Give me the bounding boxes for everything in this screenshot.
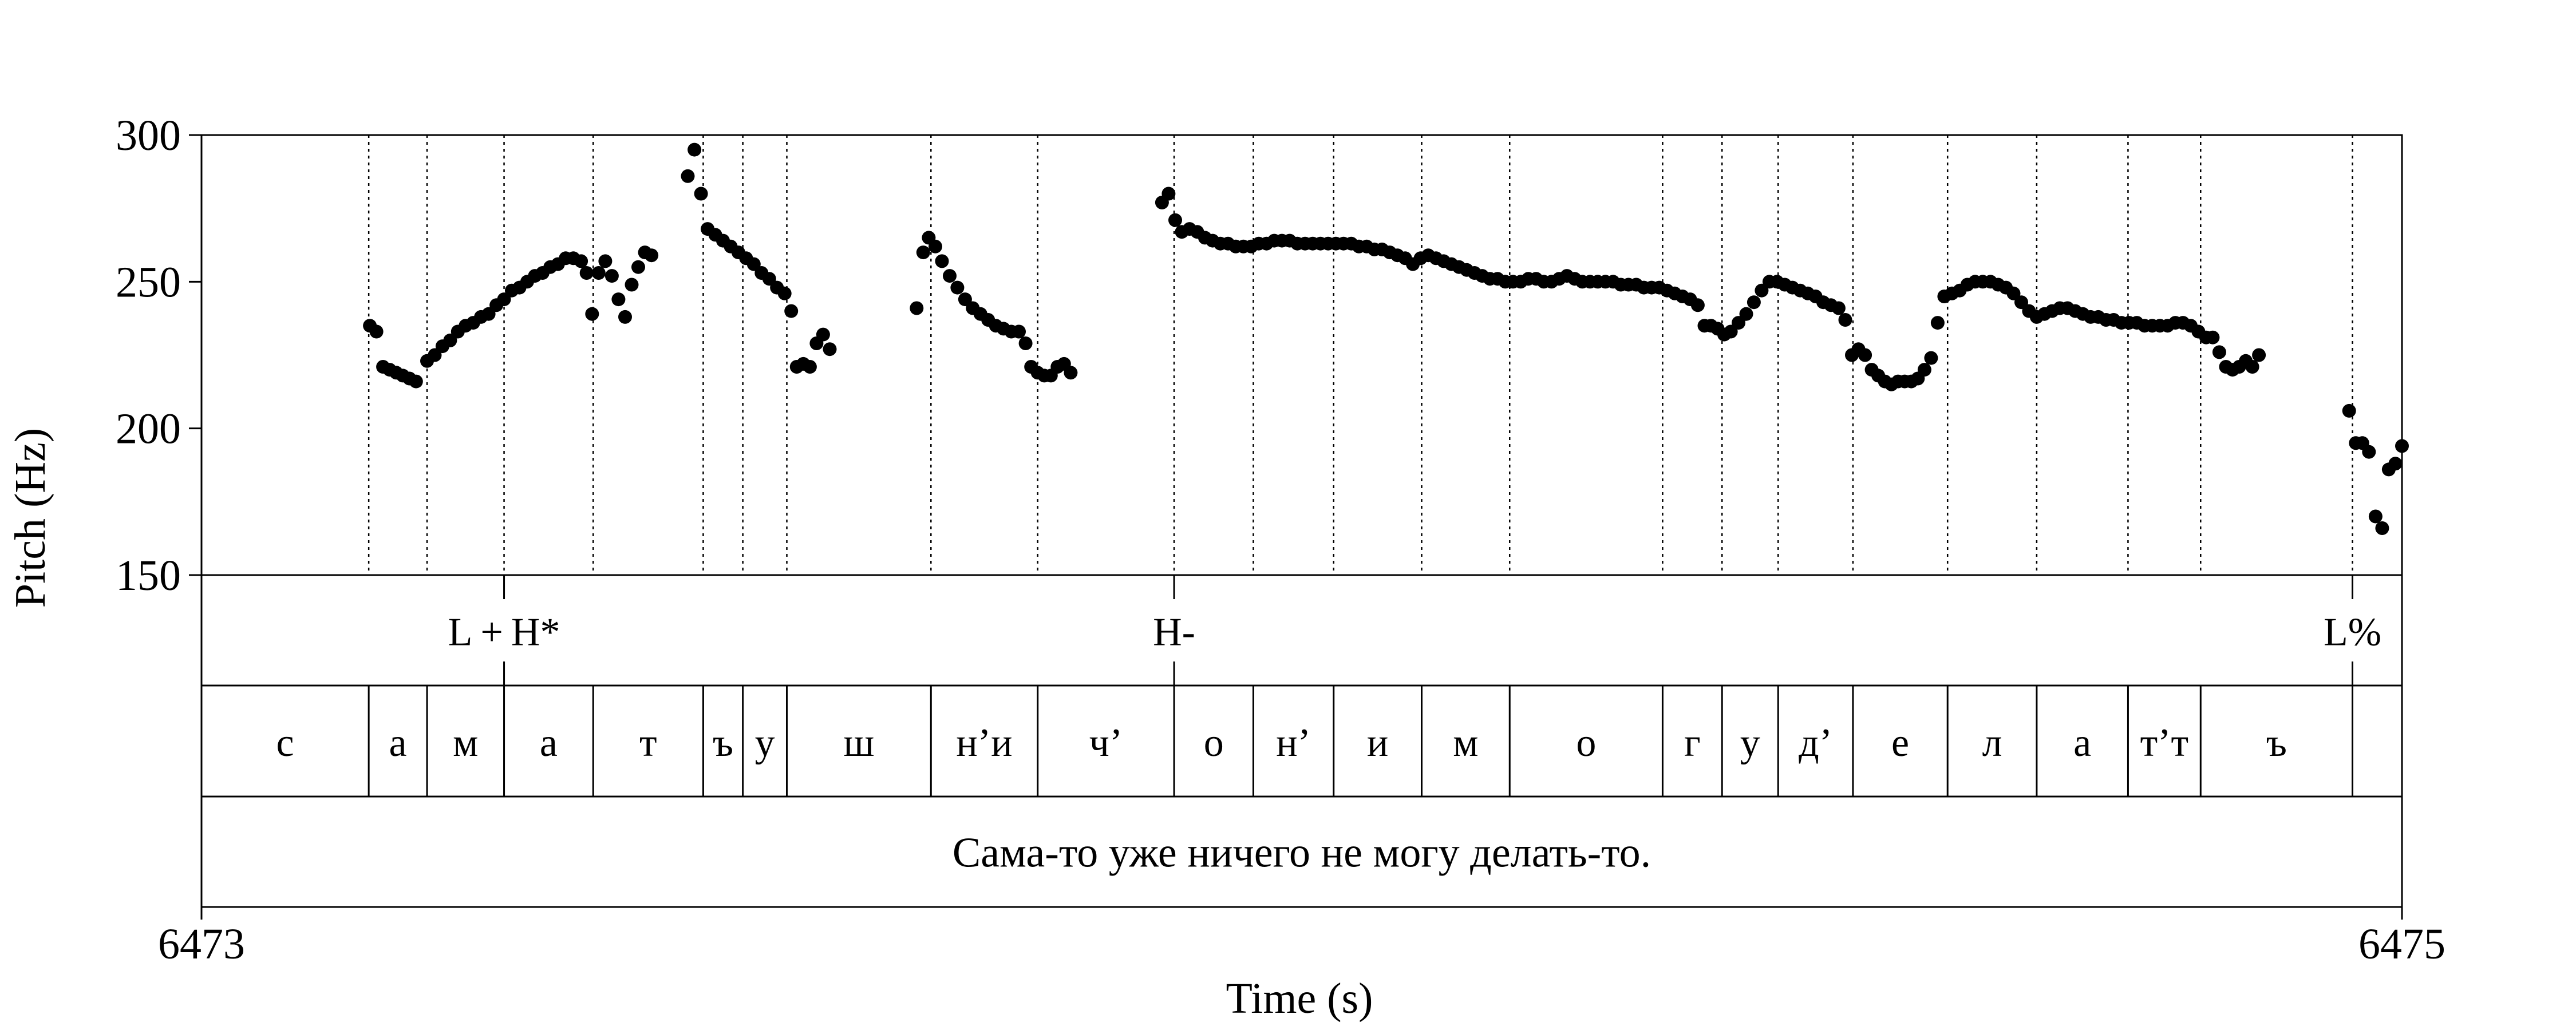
pitch-point	[823, 342, 837, 356]
pitch-point	[2212, 345, 2226, 359]
segment-label: м	[1453, 721, 1478, 765]
segment-label: с	[276, 721, 294, 765]
y-tick-label: 300	[116, 112, 181, 160]
plot-area	[200, 134, 2403, 908]
pitch-point	[1012, 324, 1026, 339]
y-axis-label: Pitch (Hz)	[6, 428, 54, 608]
pitch-point	[645, 248, 659, 263]
segment-label: ш	[843, 721, 874, 765]
pitch-point	[631, 260, 645, 274]
pitch-point	[1838, 313, 1852, 327]
segment-label: т’т	[2140, 721, 2189, 765]
pitch-point	[2375, 521, 2389, 535]
segment-label: н’	[1276, 721, 1311, 765]
segment-label: о	[1576, 721, 1596, 765]
pitch-point	[688, 142, 702, 157]
segment-label: о	[1204, 721, 1224, 765]
segment-label: т	[639, 721, 657, 765]
x-axis-label: Time (s)	[1226, 974, 1373, 1023]
pitch-point	[1924, 351, 1938, 365]
segment-label: у	[1740, 721, 1760, 765]
pitch-point	[481, 307, 496, 321]
pitch-point	[1755, 283, 1769, 298]
pitch-point	[409, 374, 423, 389]
pitch-point	[605, 269, 619, 283]
pitch-point	[935, 254, 949, 268]
x-tick-label: 6473	[158, 920, 245, 968]
segment-label: г	[1684, 721, 1701, 765]
pitch-point	[1168, 213, 1182, 227]
pitch-point	[579, 266, 594, 280]
pitch-point	[618, 310, 632, 324]
pitch-point	[1064, 366, 1078, 380]
axes: Pitch (Hz) Time (s) 150 200 250 300 6473 6475	[6, 112, 2445, 1023]
pitch-point	[1858, 348, 1872, 362]
chart-frame	[200, 134, 2403, 908]
pitch-point	[369, 324, 384, 339]
pitch-point	[574, 254, 588, 268]
pitch-point	[1018, 336, 1033, 350]
pitch-point	[497, 292, 511, 307]
pitch-point	[803, 360, 817, 374]
pitch-point	[2206, 330, 2220, 344]
x-tick-label: 6475	[2358, 920, 2445, 968]
segment-label: м	[453, 721, 478, 765]
pitch-point	[681, 169, 695, 183]
annotation-tiers: L + H* H- L%с а м а т ъ у ш н’и ч’ о н’ и м о г у д’ е л а т’т ъ…	[276, 575, 2381, 877]
pitch-point	[598, 254, 613, 268]
pitch-points	[363, 142, 2409, 535]
y-tick-label: 200	[116, 405, 181, 453]
pitch-point	[1930, 316, 1945, 330]
segment-label: л	[1982, 721, 2002, 765]
segment-label: д’	[1799, 721, 1832, 765]
pitch-point	[1917, 363, 1931, 377]
pitch-point	[777, 286, 792, 300]
segment-label: ч’	[1089, 721, 1123, 765]
pitch-point	[2252, 348, 2266, 362]
segment-label: е	[1891, 721, 1909, 765]
tone-label: H-	[1153, 611, 1195, 655]
tone-label: L + H*	[448, 611, 560, 655]
pitch-point	[1732, 316, 1745, 330]
segment-label: ъ	[2266, 721, 2287, 765]
pitch-point	[916, 245, 930, 260]
pitch-point	[694, 187, 708, 201]
pitch-point	[1831, 301, 1846, 315]
pitch-point	[943, 269, 957, 283]
pitch-point	[2245, 360, 2259, 374]
pitch-point	[816, 327, 830, 342]
pitch-point	[2362, 445, 2376, 459]
pitch-point	[611, 292, 626, 307]
pitch-point	[585, 307, 599, 321]
pitch-point	[1747, 295, 1761, 310]
y-tick-label: 150	[116, 552, 181, 600]
y-tick-label: 250	[116, 258, 181, 306]
segment-label: и	[1367, 721, 1388, 765]
pitch-point	[1690, 298, 1705, 312]
pitch-point	[2395, 439, 2409, 453]
pitch-point	[1739, 307, 1753, 321]
pitch-point	[2342, 403, 2356, 418]
pitch-point	[746, 257, 761, 271]
pitch-point	[625, 278, 639, 292]
segment-label: а	[2073, 721, 2091, 765]
pitch-point	[784, 304, 799, 318]
pitch-point	[910, 301, 924, 315]
pitch-point	[2368, 509, 2383, 524]
pitch-point	[950, 280, 965, 295]
sentence-text: Сама-то уже ничего не могу делать-то.	[953, 830, 1651, 877]
segment-boundaries	[368, 135, 2353, 575]
pitch-point	[591, 266, 606, 280]
segment-label: ъ	[713, 721, 733, 765]
pitch-point	[2006, 286, 2021, 300]
segment-label: а	[540, 721, 558, 765]
pitch-point	[929, 239, 942, 253]
segment-label: н’и	[956, 721, 1012, 765]
segment-label: у	[755, 721, 775, 765]
pitch-point	[1161, 187, 1176, 201]
segment-label: а	[389, 721, 407, 765]
tone-label: L%	[2324, 611, 2381, 655]
pitch-point	[2388, 457, 2403, 471]
